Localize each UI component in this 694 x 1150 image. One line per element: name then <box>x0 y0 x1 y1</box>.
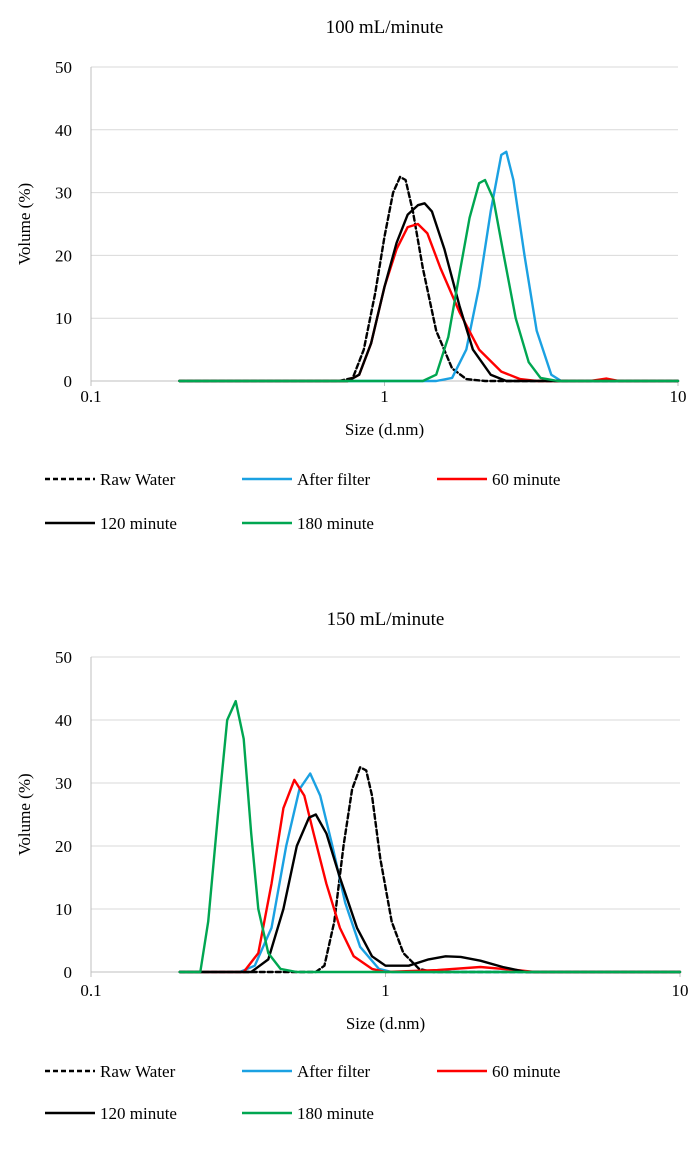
legend-label: 180 minute <box>297 514 374 533</box>
x-tick-label: 0.1 <box>80 981 101 1000</box>
y-tick-label: 10 <box>55 309 72 328</box>
legend-label: 180 minute <box>297 1104 374 1123</box>
series-line-after-filter <box>178 150 680 383</box>
legend-label: Raw Water <box>100 1062 176 1081</box>
chart-1: 100 mL/minute 0 10 20 30 40 50 0.1 1 10 Size (d.nm… <box>15 17 687 533</box>
legend: Raw Water After filter 60 minute 120 minute… <box>45 470 560 533</box>
y-tick-label: 50 <box>55 648 72 667</box>
x-tick-label: 0.1 <box>80 387 101 406</box>
y-tick-label: 20 <box>55 246 72 265</box>
x-tick-label: 1 <box>381 981 390 1000</box>
series-line-180-minute <box>178 178 680 383</box>
series-line-120-minute <box>178 202 680 383</box>
y-tick-label: 30 <box>55 774 72 793</box>
legend-label: 120 minute <box>100 1104 177 1123</box>
series-line-60-minute <box>178 222 680 383</box>
series-line-120-minute <box>178 813 682 974</box>
y-tick-label: 40 <box>55 711 72 730</box>
x-tick-label: 10 <box>670 387 687 406</box>
series-line-60-minute <box>178 778 682 974</box>
legend-label: After filter <box>297 1062 370 1081</box>
series-line-180-minute <box>178 699 682 974</box>
y-tick-label: 30 <box>55 184 72 203</box>
series-line-raw-water <box>178 175 680 383</box>
legend-label: After filter <box>297 470 370 489</box>
y-axis-label: Volume (%) <box>15 183 34 265</box>
y-axis-label: Volume (%) <box>15 773 34 855</box>
legend-label: 120 minute <box>100 514 177 533</box>
series-line-after-filter <box>178 772 682 974</box>
legend-label: 60 minute <box>492 1062 560 1081</box>
chart-title: 150 mL/minute <box>327 609 445 630</box>
y-tick-label: 10 <box>55 900 72 919</box>
legend-label: Raw Water <box>100 470 176 489</box>
x-axis-label: Size (d.nm) <box>345 420 424 439</box>
y-tick-label: 0 <box>64 963 73 982</box>
x-axis-label: Size (d.nm) <box>346 1014 425 1033</box>
y-tick-label: 40 <box>55 121 72 140</box>
legend-label: 60 minute <box>492 470 560 489</box>
y-tick-label: 0 <box>64 372 73 391</box>
chart-title: 100 mL/minute <box>326 17 444 38</box>
y-tick-label: 50 <box>55 58 72 77</box>
x-tick-label: 10 <box>672 981 689 1000</box>
x-tick-label: 1 <box>380 387 389 406</box>
legend: Raw Water After filter 60 minute 120 minute… <box>45 1062 560 1123</box>
y-tick-label: 20 <box>55 837 72 856</box>
chart-2: 150 mL/minute 0 10 20 30 40 50 0.1 1 10 Size (d.nm… <box>15 609 689 1123</box>
